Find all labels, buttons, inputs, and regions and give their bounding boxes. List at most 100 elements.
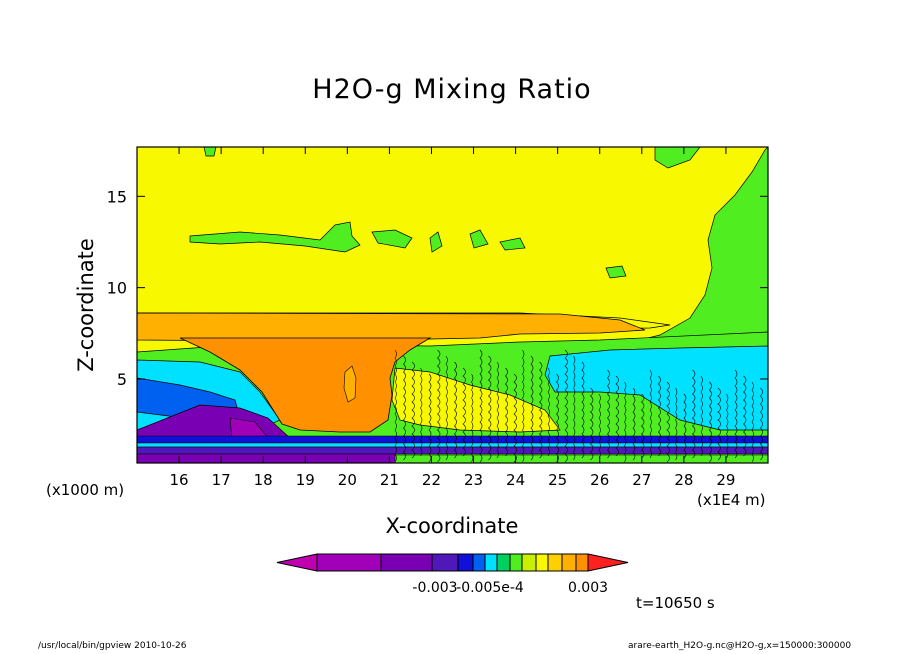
- convection-contour-line: [530, 355, 534, 461]
- field-band-purple-low: [137, 453, 396, 463]
- colorbar-swatch: [575, 553, 589, 572]
- colorbar-swatch: [496, 553, 511, 572]
- x-tick-label: 17: [212, 471, 231, 489]
- axis-ticks: 16 17 18 19 20 21 22 23 24 25 26 27 28 29 5 10 15: [107, 147, 768, 489]
- convection-contours: [394, 349, 763, 463]
- colorbar-swatch: [509, 553, 523, 572]
- plot-frame: [136, 146, 769, 464]
- convection-contour-line: [700, 375, 703, 457]
- field-orange-plume: [179, 337, 432, 433]
- colorbar-swatch: [547, 553, 563, 572]
- colorbar-swatch: [316, 553, 382, 572]
- y-tick-label: 5: [117, 370, 127, 389]
- footer-right: arare-earth_H2O-g.nc@H2O-g,x=150000:3000…: [628, 641, 852, 651]
- x-scale-label: (x1E4 m): [697, 491, 766, 509]
- convection-contour-line: [513, 373, 517, 463]
- convection-contour-line: [675, 387, 678, 461]
- convection-contour-line: [666, 381, 670, 463]
- x-tick-label: 29: [716, 471, 735, 489]
- colorbar-label: 0.003: [568, 580, 608, 596]
- convection-contour-line: [683, 393, 687, 459]
- x-tick-label: 16: [170, 471, 189, 489]
- colorbar-label: -0.005e-4: [456, 580, 524, 596]
- convection-contour-line: [445, 355, 448, 461]
- convection-contour-line: [615, 375, 619, 457]
- convection-contour-line: [403, 355, 406, 461]
- field-small-green: [203, 147, 627, 279]
- convection-contour-line: [590, 387, 594, 461]
- footer-left: /usr/local/bin/gpview 2010-10-26: [38, 641, 187, 651]
- convection-contour-line: [649, 369, 652, 459]
- convection-contour-line: [598, 393, 601, 459]
- convection-contour-line: [573, 355, 576, 461]
- field-top-green: [654, 147, 701, 169]
- convection-contour-line: [496, 361, 499, 459]
- convection-contour-line: [556, 373, 559, 463]
- x-tick-label: 19: [296, 471, 315, 489]
- x-tick-label: 25: [548, 471, 567, 489]
- convection-contour-line: [726, 393, 729, 459]
- convection-contour-line: [581, 361, 585, 459]
- convection-contour-line: [471, 373, 474, 463]
- chart-title: H2O-g Mixing Ratio: [312, 74, 592, 105]
- field-band-indigo: [137, 446, 768, 455]
- convection-contour-line: [709, 381, 712, 463]
- colorbar-swatch: [472, 553, 486, 572]
- convection-contour-line: [479, 349, 483, 463]
- x-tick-label: 20: [338, 471, 357, 489]
- x-tick-label: 24: [506, 471, 525, 489]
- colorbar-extend-high: [587, 553, 629, 572]
- x-unit-label: (x1000 m): [46, 481, 125, 499]
- field-cyan-right: [544, 345, 768, 431]
- contour-field: [137, 147, 768, 463]
- field-plume-inner: [343, 365, 357, 403]
- convection-contour-line: [760, 387, 763, 461]
- convection-contour-line: [632, 387, 636, 461]
- field-band-green: [394, 454, 768, 463]
- convection-contour-line: [454, 361, 457, 459]
- time-label: t=10650 s: [636, 594, 715, 612]
- x-tick-label: 26: [590, 471, 609, 489]
- convection-contour-line: [428, 373, 432, 463]
- colorbar-swatch: [380, 553, 433, 572]
- convection-contour-line: [564, 349, 568, 463]
- convection-contour-line: [522, 349, 525, 463]
- convection-contour-line: [411, 361, 415, 459]
- convection-contour-line: [420, 367, 423, 457]
- x-tick-label: 18: [254, 471, 273, 489]
- convection-contour-line: [751, 381, 754, 463]
- x-tick-label: 27: [632, 471, 651, 489]
- convection-contour-line: [394, 349, 397, 463]
- y-tick-label: 15: [107, 187, 127, 206]
- colorbar-swatch: [457, 553, 474, 572]
- convection-contour-line: [734, 369, 738, 459]
- x-axis-label: X-coordinate: [385, 514, 519, 538]
- convection-contour-line: [624, 381, 627, 463]
- x-tick-label: 21: [380, 471, 399, 489]
- colorbar-swatch: [431, 553, 459, 572]
- convection-contour-line: [658, 375, 661, 457]
- convection-contour-line: [505, 367, 508, 457]
- colorbar-swatch: [535, 553, 549, 572]
- convection-contour-line: [641, 393, 645, 459]
- colorbar-swatch: [521, 553, 537, 572]
- colorbar-swatch: [561, 553, 577, 572]
- x-tick-label: 23: [464, 471, 483, 489]
- convection-contour-line: [488, 355, 492, 461]
- colorbar-label: -0.003: [412, 580, 457, 596]
- convection-contour-line: [437, 349, 441, 463]
- convection-contour-line: [547, 367, 550, 457]
- x-tick-label: 28: [674, 471, 693, 489]
- convection-contour-line: [743, 375, 747, 457]
- convection-contour-line: [607, 369, 610, 459]
- field-band-cyan: [137, 442, 768, 448]
- y-tick-label: 10: [107, 279, 127, 298]
- field-green-blobs: [189, 221, 526, 253]
- x-tick-label: 22: [422, 471, 441, 489]
- field-band-blue: [137, 435, 768, 444]
- convection-contour-line: [462, 367, 466, 457]
- colorbar-swatch: [484, 553, 498, 572]
- field-yellow-lower: [391, 367, 561, 433]
- convection-contour-line: [717, 387, 721, 461]
